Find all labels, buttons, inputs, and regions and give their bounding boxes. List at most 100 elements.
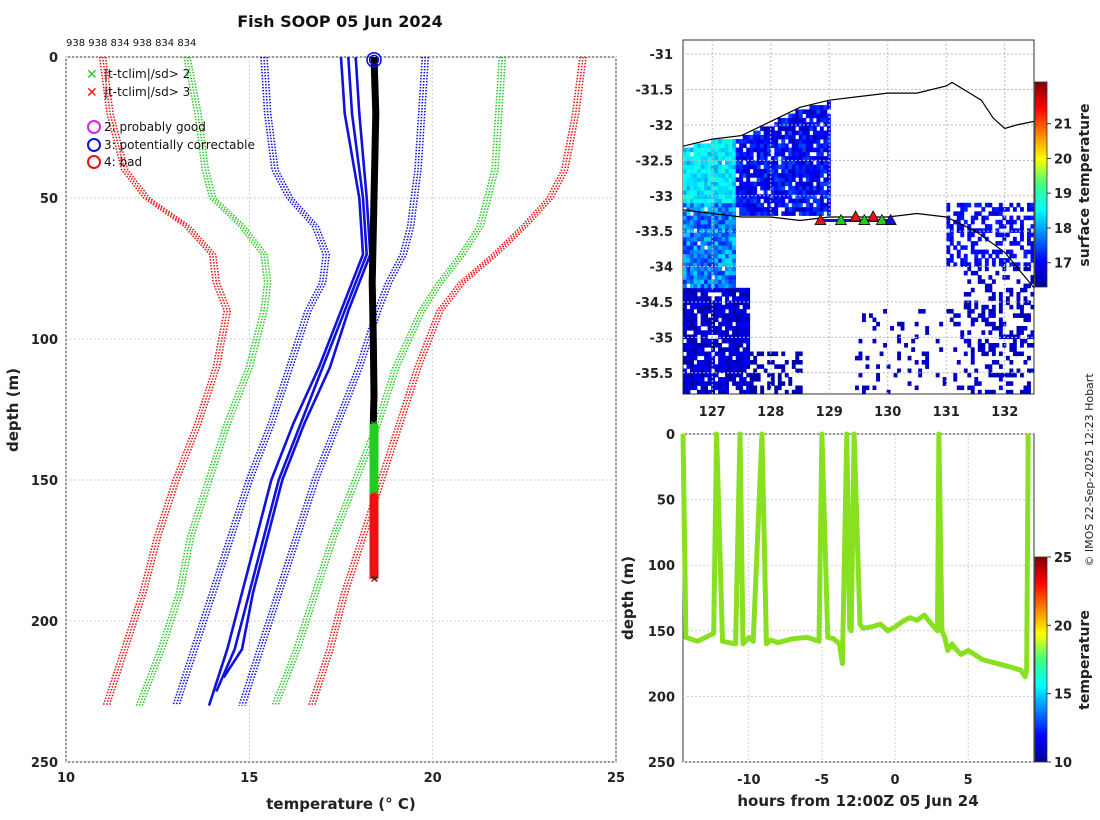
sst-cell	[763, 185, 768, 191]
sst-cell	[718, 385, 722, 391]
sst-cell	[721, 355, 726, 361]
sst-cell	[981, 219, 986, 225]
sst-cell	[742, 185, 747, 191]
sst-cell	[862, 313, 866, 318]
sst-cell	[984, 215, 989, 221]
sst-cell	[1023, 283, 1028, 289]
sst-cell	[1027, 368, 1031, 374]
sst-cell	[981, 351, 986, 357]
sst-cell	[728, 181, 733, 187]
sst-cell	[683, 389, 687, 394]
sst-cell	[683, 270, 687, 276]
sst-cell	[683, 190, 687, 195]
sst-cell	[704, 292, 708, 297]
sst-cell	[683, 275, 687, 280]
sst-cell	[900, 326, 905, 331]
sst-cell	[756, 211, 761, 216]
sst-cell	[960, 224, 965, 229]
sst-cell	[1005, 372, 1010, 378]
sst-cell	[802, 147, 807, 153]
sst-cell	[704, 343, 708, 348]
sst-cell	[749, 185, 754, 191]
sst-cell	[728, 160, 733, 165]
sst-cell	[760, 156, 765, 161]
sst-cell	[1027, 317, 1031, 323]
depth-time-y-tick-label: 100	[648, 559, 675, 574]
clim-3sd-low-line	[101, 56, 229, 706]
sst-cell	[690, 360, 694, 365]
sst-cell	[690, 270, 694, 276]
sst-cell	[770, 160, 775, 165]
sst-cell	[798, 122, 803, 127]
sst-cell	[742, 134, 747, 140]
sst-cell	[683, 160, 687, 165]
sst-cell	[981, 279, 986, 284]
sst-cell	[998, 258, 1003, 263]
sst-cell	[970, 270, 975, 276]
sst-cell	[774, 364, 779, 369]
sst-cell	[718, 330, 722, 335]
sst-cell	[749, 211, 754, 216]
sst-cell	[707, 309, 712, 314]
sst-cell	[1023, 338, 1028, 344]
sst-cell	[1020, 245, 1024, 250]
sst-cell	[784, 168, 789, 174]
sst-cell	[735, 190, 740, 195]
sst-cell	[1009, 368, 1014, 374]
sst-cell	[690, 177, 694, 182]
sst-cell	[991, 372, 996, 378]
sst-cell	[725, 168, 729, 174]
sst-cell	[718, 198, 722, 204]
sst-cell	[1009, 381, 1014, 386]
sst-cell	[721, 258, 726, 263]
sst-cell	[914, 321, 919, 327]
sst-cell	[693, 245, 698, 250]
sst-cell	[1016, 351, 1021, 357]
sst-cell	[988, 283, 993, 289]
sst-cell	[707, 219, 712, 225]
sst-cell	[746, 321, 751, 327]
sst-cell	[735, 147, 740, 153]
sst-cell	[1002, 224, 1007, 229]
sst-cell	[725, 317, 729, 323]
sst-cell	[858, 372, 863, 378]
profile-x-tick-label: 15	[240, 771, 258, 786]
sst-cell	[781, 181, 786, 187]
sst-cell	[988, 309, 993, 314]
sst-cell	[960, 262, 965, 267]
sst-cell	[795, 355, 800, 361]
sst-cell	[704, 385, 708, 391]
sst-cell	[707, 368, 712, 374]
sst-cell	[711, 313, 715, 318]
sst-cell	[742, 317, 747, 323]
sst-cell	[742, 368, 747, 374]
sst-cell	[746, 334, 751, 340]
sst-cell	[725, 236, 729, 242]
sst-cell	[1009, 389, 1014, 394]
sst-cell	[732, 181, 736, 187]
sst-cell	[686, 198, 691, 204]
sst-cell	[981, 215, 986, 221]
sst-cell	[721, 224, 726, 229]
sst-cell	[746, 317, 751, 323]
sst-cell	[693, 377, 698, 382]
sst-cell	[763, 173, 768, 178]
sst-cell	[791, 177, 796, 182]
depth-time-y-tick-label: 200	[648, 690, 675, 705]
sst-cell	[746, 313, 751, 318]
sst-cell	[728, 249, 733, 255]
sst-cell	[781, 117, 786, 123]
sst-cell	[721, 270, 726, 276]
sst-cell	[704, 156, 708, 161]
sst-cell	[739, 202, 744, 208]
sst-cell	[707, 266, 712, 272]
sst-cell	[826, 181, 831, 187]
sst-cell	[683, 381, 687, 386]
sst-cell	[686, 245, 691, 250]
sst-cell	[686, 151, 691, 157]
sst-cell	[714, 287, 719, 293]
sst-cell	[704, 330, 708, 335]
sst-cell	[960, 211, 965, 216]
sst-cell	[981, 207, 986, 212]
